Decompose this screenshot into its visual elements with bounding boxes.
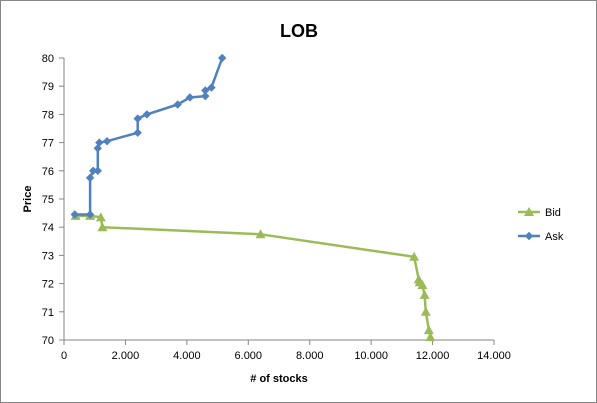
ask-point [207,83,216,92]
ask-line [74,57,224,216]
axes: 70 71 72 73 74 75 76 77 78 79 80 0 2.000 4.000 6.000 8.… [42,53,511,362]
bid-point [425,332,436,342]
ask-point [201,86,210,95]
legend: Bid Ask [518,207,564,243]
y-tick-label: 73 [42,250,54,262]
y-tick-label: 76 [42,166,54,178]
x-tick-label: 0 [61,350,67,362]
ask-point [95,138,104,147]
bid-point [409,251,420,261]
bid-point [95,212,106,222]
ask-point [185,93,195,102]
bid-line [75,214,432,338]
x-tick-label: 14.000 [477,350,511,362]
x-tick-label: 4.000 [173,350,201,362]
bid-point [413,274,424,284]
ask-point [85,210,95,219]
y-tick-label: 72 [42,279,54,291]
legend-label-ask: Ask [545,231,564,243]
ask-point [93,144,102,153]
y-tick-label: 70 [42,335,54,347]
series-ask [70,53,227,219]
bid-point [420,306,431,316]
x-tick-label: 6.000 [235,350,263,362]
legend-label-bid: Bid [545,207,561,219]
legend-item-ask: Ask [518,231,564,243]
y-tick-label: 77 [42,138,54,150]
bid-point [419,289,430,299]
ask-point [201,91,210,101]
y-tick-label: 74 [42,222,54,234]
legend-item-bid: Bid [518,207,561,219]
y-tick-label: 78 [42,109,54,121]
ask-point [133,114,142,123]
x-tick-label: 8.000 [296,350,324,362]
y-axis-title: Price [22,186,34,213]
x-tick-label: 12.000 [416,350,450,362]
x-tick-label: 10.000 [354,350,388,362]
ask-point [88,166,98,175]
y-tick-label: 79 [42,81,54,93]
ask-point [217,53,227,63]
bid-point [97,222,108,232]
y-tick-label: 71 [42,307,54,319]
bid-point [255,229,266,239]
chart-title: LOB [280,21,318,41]
legend-marker-bid [524,207,534,216]
x-axis-title: # of stocks [250,373,307,385]
ask-point [142,110,152,119]
ask-point [102,136,112,146]
ask-point [70,210,79,219]
series-layer [70,53,436,342]
ask-point [173,100,182,109]
legend-marker-ask [524,231,534,241]
x-tick-label: 2.000 [112,350,140,362]
bid-point [423,325,434,335]
ask-point [133,128,142,137]
y-tick-label: 75 [42,194,54,206]
ask-point [85,173,95,183]
series-bid [70,210,436,342]
y-tick-label: 80 [42,53,54,65]
ask-point [93,166,102,175]
